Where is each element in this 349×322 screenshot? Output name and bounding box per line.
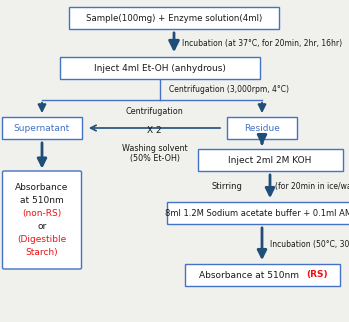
FancyBboxPatch shape: [69, 7, 279, 29]
Text: Absorbance at 510nm: Absorbance at 510nm: [199, 270, 302, 279]
FancyBboxPatch shape: [227, 117, 297, 139]
Text: or: or: [37, 222, 47, 231]
Text: Stirring: Stirring: [211, 182, 242, 191]
Text: Washing solvent
(50% Et-OH): Washing solvent (50% Et-OH): [122, 144, 187, 163]
Text: Sample(100mg) + Enzyme solution(4ml): Sample(100mg) + Enzyme solution(4ml): [86, 14, 262, 23]
Text: (non-RS): (non-RS): [22, 209, 62, 218]
Text: Centrifugation (3,000rpm, 4°C): Centrifugation (3,000rpm, 4°C): [169, 85, 289, 94]
FancyBboxPatch shape: [60, 57, 260, 79]
Text: 8ml 1.2M Sodium acetate buffer + 0.1ml AMG: 8ml 1.2M Sodium acetate buffer + 0.1ml A…: [165, 209, 349, 217]
Text: (RS): (RS): [306, 270, 328, 279]
Text: (for 20min in ice/water bath): (for 20min in ice/water bath): [275, 182, 349, 191]
Text: X 2: X 2: [147, 126, 162, 135]
Text: Absorbance: Absorbance: [15, 183, 69, 192]
Text: Starch): Starch): [26, 248, 58, 257]
Text: (Digestible: (Digestible: [17, 235, 67, 244]
FancyBboxPatch shape: [167, 202, 349, 224]
FancyBboxPatch shape: [198, 149, 342, 171]
Text: at 510nm: at 510nm: [20, 196, 64, 205]
Text: Inject 4ml Et-OH (anhydrous): Inject 4ml Et-OH (anhydrous): [94, 63, 226, 72]
Text: Supernatant: Supernatant: [14, 124, 70, 132]
FancyBboxPatch shape: [2, 171, 82, 269]
Text: Centrifugation: Centrifugation: [126, 107, 183, 116]
Text: Incubation (at 37°C, for 20min, 2hr, 16hr): Incubation (at 37°C, for 20min, 2hr, 16h…: [182, 39, 342, 48]
Text: Residue: Residue: [244, 124, 280, 132]
Text: Inject 2ml 2M KOH: Inject 2ml 2M KOH: [228, 156, 312, 165]
Text: Incubation (50°C, 30min): Incubation (50°C, 30min): [270, 240, 349, 249]
FancyBboxPatch shape: [185, 264, 340, 286]
FancyBboxPatch shape: [2, 117, 82, 139]
